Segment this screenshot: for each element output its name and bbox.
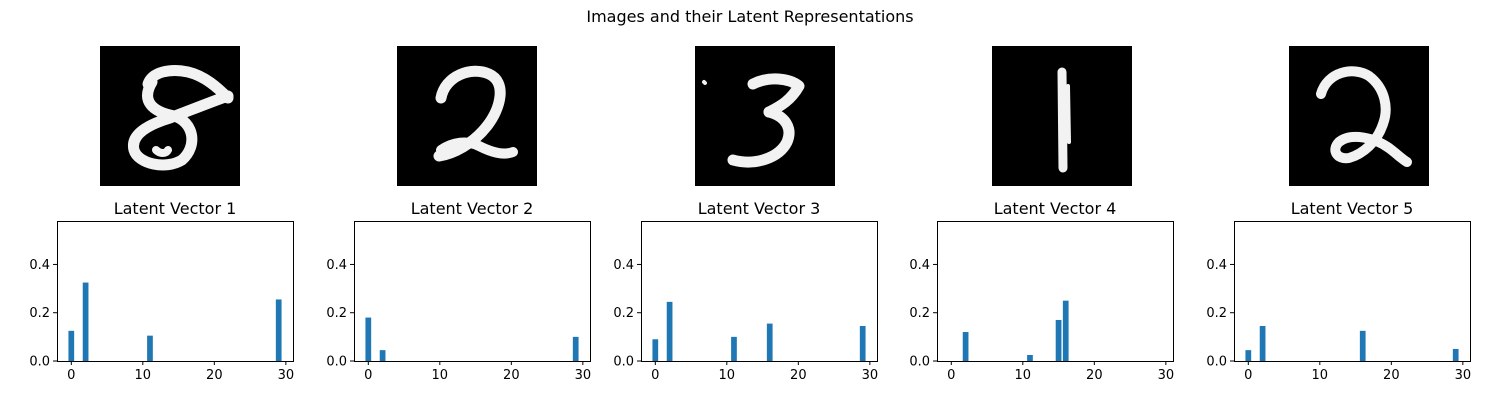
y-tick-label: 0.2: [326, 306, 347, 321]
x-tick-label: 20: [206, 368, 223, 383]
x-tick-label: 0: [651, 368, 659, 383]
subplot-title: Latent Vector 2: [411, 199, 534, 218]
digit-stroke: [702, 80, 707, 85]
bar: [666, 301, 673, 361]
x-tick-label: 0: [1244, 368, 1252, 383]
bar: [1055, 319, 1062, 361]
x-tick-label: 30: [862, 368, 879, 383]
panel-2: Latent Vector 2 0 10 20 30 0.0 0.2 0.4: [326, 46, 591, 383]
x-tick-label: 10: [1312, 368, 1329, 383]
bar: [365, 317, 372, 361]
y-tick-label: 0.4: [326, 258, 347, 273]
digit-stroke: [142, 65, 234, 104]
y-tick-label: 0.0: [29, 355, 50, 370]
digit-image-5: [1289, 46, 1429, 186]
y-tick-label: 0.4: [909, 258, 930, 273]
y-tick-label: 0.0: [613, 355, 634, 370]
x-tick-label: 10: [1015, 368, 1032, 383]
bar: [82, 282, 89, 361]
figure-title: Images and their Latent Representations: [586, 7, 913, 26]
x-tick-label: 20: [1383, 368, 1400, 383]
bar: [859, 326, 866, 361]
bar: [275, 299, 282, 361]
panel-1: Latent Vector 1 0 10 20 30 0.0 0.2 0.4: [29, 46, 294, 383]
y-tick-label: 0.2: [29, 306, 50, 321]
bar: [652, 339, 659, 361]
panel-4: Latent Vector 4 0 10 20 30 0.0 0.2 0.4: [909, 46, 1174, 383]
x-tick-label: 20: [790, 368, 807, 383]
bar: [68, 330, 75, 361]
bar: [572, 336, 579, 361]
digit-stroke: [1316, 66, 1412, 167]
axes-frame: [57, 221, 294, 362]
x-tick-label: 30: [1158, 368, 1175, 383]
panel-3: Latent Vector 3 0 10 20 30 0.0 0.2 0.4: [613, 46, 878, 383]
digit-image-4: [992, 46, 1132, 186]
digit-image-1: [100, 46, 240, 186]
bar: [962, 332, 969, 361]
digit-stroke: [727, 106, 795, 168]
x-tick-label: 10: [135, 368, 152, 383]
axes-frame: [1234, 221, 1471, 362]
bar: [731, 336, 737, 361]
bar: [766, 323, 773, 361]
y-tick-label: 0.0: [326, 355, 347, 370]
digit-image-3: [695, 46, 835, 186]
x-tick-label: 10: [719, 368, 736, 383]
bar: [1027, 354, 1033, 361]
digit-image-2: [397, 46, 537, 186]
x-tick-label: 0: [947, 368, 955, 383]
bar: [1259, 326, 1266, 361]
bar: [1062, 300, 1069, 361]
subplot-title: Latent Vector 5: [1291, 199, 1414, 218]
bar: [147, 335, 153, 361]
y-tick-label: 0.4: [29, 258, 50, 273]
y-tick-label: 0.2: [1206, 306, 1227, 321]
x-tick-label: 30: [1455, 368, 1472, 383]
x-tick-label: 0: [364, 368, 372, 383]
y-tick-label: 0.2: [909, 306, 930, 321]
digit-stroke: [436, 137, 518, 159]
digit-stroke: [128, 76, 234, 171]
subplot-title: Latent Vector 4: [994, 199, 1117, 218]
x-tick-label: 30: [575, 368, 592, 383]
bar: [1359, 330, 1366, 361]
y-tick-label: 0.2: [613, 306, 634, 321]
subplot-title: Latent Vector 3: [698, 199, 821, 218]
axes-frame: [641, 221, 878, 362]
y-tick-label: 0.4: [613, 258, 634, 273]
x-tick-label: 30: [278, 368, 295, 383]
bar: [1245, 350, 1252, 361]
digit-stroke: [1066, 84, 1071, 144]
panel-5: Latent Vector 5 0 10 20 30 0.0 0.2 0.4: [1206, 46, 1471, 383]
subplot-title: Latent Vector 1: [114, 199, 237, 218]
x-tick-label: 20: [503, 368, 520, 383]
digit-stroke: [152, 146, 172, 157]
y-tick-label: 0.0: [909, 355, 930, 370]
axes-frame: [354, 221, 591, 362]
y-tick-label: 0.0: [1206, 355, 1227, 370]
axes-frame: [937, 221, 1174, 362]
x-tick-label: 20: [1086, 368, 1103, 383]
digit-stroke: [747, 73, 805, 118]
x-tick-label: 0: [67, 368, 75, 383]
bar: [379, 350, 386, 361]
bar: [1452, 348, 1459, 361]
x-tick-label: 10: [432, 368, 449, 383]
y-tick-label: 0.4: [1206, 258, 1227, 273]
digit-stroke: [1057, 67, 1068, 173]
